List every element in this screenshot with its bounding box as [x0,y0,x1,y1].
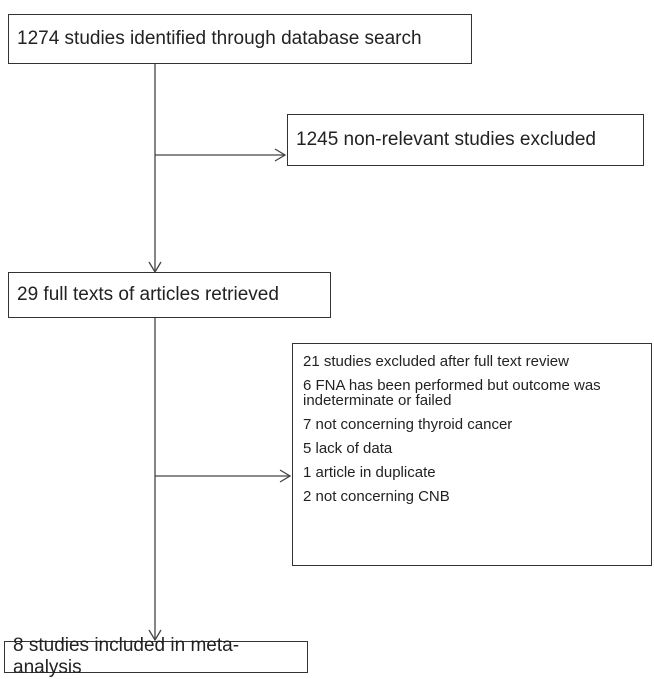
arrow-head [148,629,162,642]
node: 29 full texts of articles retrieved [8,272,331,318]
arrow-head [279,469,292,483]
exclusion-title: 21 studies excluded after full text revi… [303,353,569,370]
exclusion-item: 2 not concerning CNB [303,488,450,505]
exclusion-box: 21 studies excluded after full text revi… [292,343,652,566]
exclusion-item: 5 lack of data [303,440,393,457]
exclusion-item: 7 not concerning thyroid cancer [303,416,513,433]
exclusion-item: 1 article in duplicate [303,464,436,481]
node: 1274 studies identified through database… [8,14,472,64]
node: 8 studies included in meta-analysis [4,635,308,678]
exclusion-item: 6 FNA has been performed but outcome was… [303,377,601,409]
arrow-head [274,148,287,162]
node: 1245 non-relevant studies excluded [287,114,644,166]
